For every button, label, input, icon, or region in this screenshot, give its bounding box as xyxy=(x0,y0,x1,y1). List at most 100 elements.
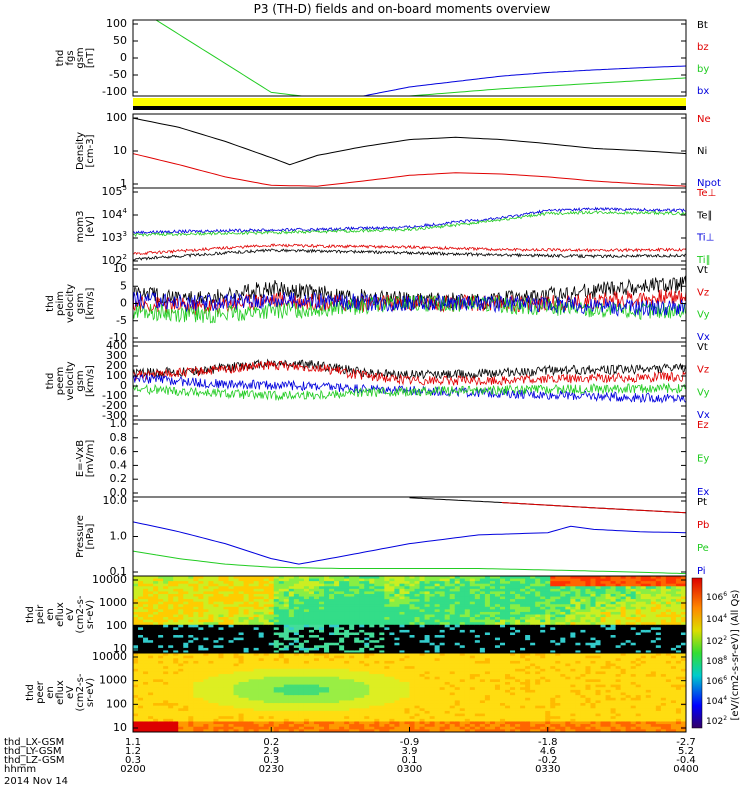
ytick-temperature: 1033 xyxy=(102,230,127,244)
ytick-pressure: 0.1 xyxy=(110,565,128,578)
axis-row-value: 0400 xyxy=(673,764,698,775)
spectrogram-peir-eflux xyxy=(133,576,686,653)
series-temperature-Ti⊥ xyxy=(133,206,686,235)
legend-peem-velocity-Vt: Vt xyxy=(697,342,708,353)
series-density-Ni xyxy=(133,117,686,166)
ytick-peem-velocity: -100 xyxy=(102,389,127,402)
ylabel-pressure: [nPa] xyxy=(85,523,96,549)
ylabel-peem-velocity: peem xyxy=(55,367,66,395)
figure-title: P3 (TH-D) fields and on-board moments ov… xyxy=(254,2,551,16)
ylabel-peim-velocity: [km/s] xyxy=(85,287,96,319)
ylabel-efield: E=-VxB xyxy=(75,440,86,477)
colorbar: 1066 1044 1022 1088 1066 1044 1022 [eV/(cm2-s-s… xyxy=(691,577,741,729)
panel-peir-eflux: 10000 1000 100 10 thd peir en eflux eV (cm2-s-sr-… xyxy=(25,573,687,655)
colorbar-tick: 1088 xyxy=(706,655,727,667)
ytick-fgs: -50 xyxy=(109,68,127,81)
colorbar-tick: 1044 xyxy=(706,613,727,625)
ylabel-peer-eflux: sr-eV) xyxy=(85,678,96,707)
ylabel-peim-velocity: peim xyxy=(55,291,66,316)
ytick-pressure: 1.0 xyxy=(110,530,128,543)
ytick-peer-eflux: 10000 xyxy=(92,650,127,663)
legend-efield-Ez: Ez xyxy=(697,420,709,431)
panel-peim-velocity: Vt Vz Vy Vx 10 5 0 -5 -10 thd peim velocity gsm [km/s… xyxy=(45,262,710,344)
axis-row-value: 5.2 xyxy=(678,746,694,757)
ylabel-peim-velocity: gsm xyxy=(75,293,86,314)
ytick-density: 100 xyxy=(106,111,127,124)
ylabel-fgs: [nT] xyxy=(85,48,96,68)
series-fgs-bx xyxy=(363,65,686,96)
ylabel-peer-eflux: en xyxy=(45,686,56,699)
series-peim-velocity-Vy xyxy=(133,294,686,324)
legend-density-Npot: Npot xyxy=(697,178,721,189)
ylabel-temperature: mom3 xyxy=(75,211,86,243)
ytick-peir-eflux: 10 xyxy=(113,642,127,655)
panel-density: Ne Ni Npot 100 10 1 Density [cm-3] xyxy=(75,111,721,190)
ylabel-peem-velocity: thd xyxy=(45,373,56,390)
series-temperature-Ti∥ xyxy=(133,210,686,238)
ylabel-peer-eflux: thd xyxy=(25,684,36,701)
ytick-fgs: -100 xyxy=(102,85,127,98)
ylabel-peem-velocity: [km/s] xyxy=(85,365,96,397)
ytick-peim-velocity: -5 xyxy=(116,314,127,327)
legend-efield-Ex: Ex xyxy=(697,487,709,498)
ylabel-peer-eflux: peer xyxy=(35,680,46,704)
ytick-peem-velocity: 300 xyxy=(106,349,127,362)
ylabel-fgs: gsm xyxy=(75,47,86,68)
axis-row-value: 0.3 xyxy=(125,755,141,766)
series-peem-velocity-Vx xyxy=(133,373,686,404)
axis-row-value: 0.1 xyxy=(402,755,418,766)
ytick-temperature: 1055 xyxy=(102,184,127,198)
ylabel-peir-eflux: eV xyxy=(65,608,76,621)
axis-row-value: 0230 xyxy=(259,764,284,775)
ytick-peim-velocity: 0 xyxy=(120,297,127,310)
ytick-fgs: 100 xyxy=(106,17,127,30)
colorbar-tick: 1066 xyxy=(706,591,727,603)
legend-temperature-Ti∥: Ti∥ xyxy=(696,255,711,266)
ylabel-density: [cm-3] xyxy=(85,134,96,167)
ylabel-peir-eflux: sr-eV) xyxy=(85,600,96,629)
axis-row-value: 0330 xyxy=(535,764,560,775)
axis-row-value: 2.9 xyxy=(263,746,279,757)
ytick-peer-eflux: 1000 xyxy=(99,674,127,687)
ytick-density: 10 xyxy=(113,144,127,157)
panel-peer-eflux: 10000 1000 100 10 thd peer en eflux eV (cm2-s-sr-… xyxy=(25,650,687,734)
series-peim-velocity-Vx xyxy=(133,291,686,317)
ylabel-peir-eflux: eflux xyxy=(55,602,66,627)
axis-row-value: -1.8 xyxy=(538,737,558,748)
ylabel-peim-velocity: thd xyxy=(45,295,56,312)
legend-peim-velocity-Vx: Vx xyxy=(697,332,710,343)
date-label: 2014 Nov 14 xyxy=(4,776,68,787)
series-temperature-Te∥ xyxy=(133,248,686,261)
frame-pressure xyxy=(132,496,687,577)
ytick-efield: 0.4 xyxy=(110,458,128,471)
series-pressure-Pi xyxy=(133,521,686,565)
fgs-quality-bar xyxy=(133,98,686,106)
legend-temperature-Ti⊥: Ti⊥ xyxy=(696,233,714,244)
axis-row-label: thd_LX-GSM xyxy=(4,737,64,748)
ytick-efield: 0.0 xyxy=(110,486,128,499)
frame-efield xyxy=(132,419,687,498)
series-peem-velocity-Vz xyxy=(133,360,686,387)
axis-row-value: 4.6 xyxy=(540,746,556,757)
ylabel-fgs: fgs xyxy=(65,50,76,65)
axis-row-value: -0.4 xyxy=(676,755,696,766)
ytick-peem-velocity: -200 xyxy=(102,399,127,412)
ylabel-peir-eflux: en xyxy=(45,608,56,621)
ytick-peer-eflux: 100 xyxy=(106,697,127,710)
ytick-fgs: 50 xyxy=(113,34,127,47)
series-temperature-Te⊥ xyxy=(133,243,686,256)
ytick-fgs: 0 xyxy=(120,51,127,64)
ytick-peim-velocity: -10 xyxy=(109,331,127,344)
ytick-efield: 1.0 xyxy=(110,417,128,430)
axis-row-value: 0300 xyxy=(397,764,422,775)
axis-row-value: 0.3 xyxy=(263,755,279,766)
axis-row-label: hhmm xyxy=(4,764,36,775)
ytick-peim-velocity: 10 xyxy=(113,262,127,275)
ytick-peem-velocity: 400 xyxy=(106,339,127,352)
legend-efield-Ey: Ey xyxy=(697,454,709,465)
series-pressure-Pb xyxy=(501,502,686,514)
frame-density xyxy=(132,113,687,189)
axis-row-value: 1.1 xyxy=(125,737,141,748)
ylabel-density: Density xyxy=(75,132,86,170)
